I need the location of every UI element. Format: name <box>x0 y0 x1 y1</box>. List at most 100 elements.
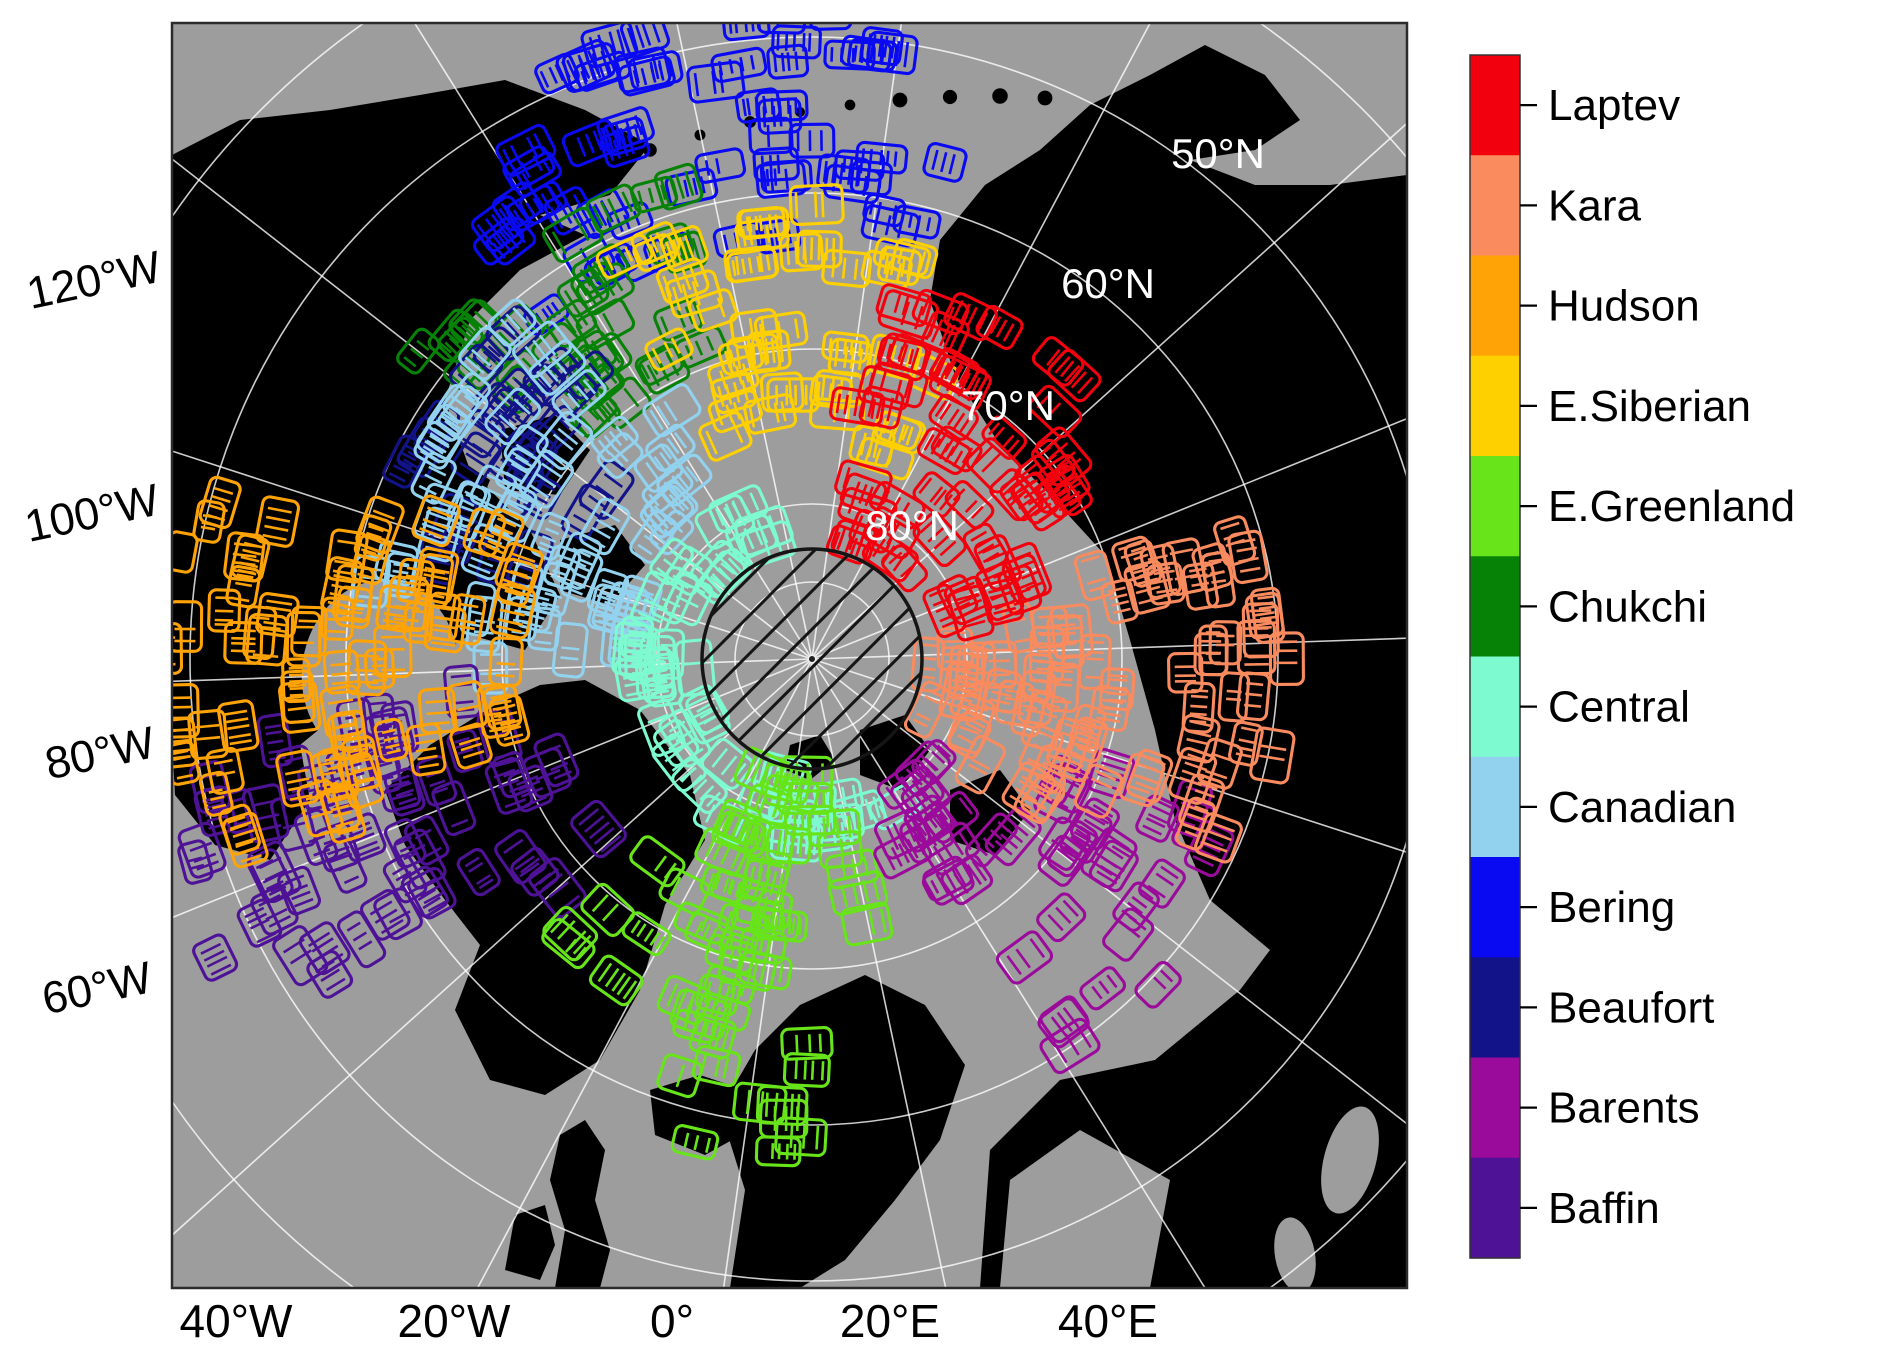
swath-scanline <box>966 864 982 885</box>
swath-scanline <box>237 845 260 855</box>
swath-scanline <box>1097 710 1121 718</box>
swath-scanline <box>918 251 927 271</box>
aleutian-island <box>942 89 958 105</box>
swath-scanline <box>215 596 234 600</box>
aleutian-island <box>1037 90 1053 106</box>
swath-scanline <box>485 544 505 555</box>
swath-scanline <box>879 150 884 166</box>
swath-footprint <box>619 616 655 660</box>
swath-outline <box>491 181 544 232</box>
swath-footprint <box>494 447 542 497</box>
swath-scanline <box>751 887 759 903</box>
swath-scanline <box>653 855 668 872</box>
swath-scanline <box>453 707 475 713</box>
swath-footprint <box>1112 881 1160 932</box>
swath-scanline <box>706 791 722 808</box>
swath-outline <box>854 140 909 175</box>
swath-scanline <box>368 524 384 533</box>
swath-outline <box>774 1116 828 1158</box>
swath-scanline <box>583 815 605 833</box>
swath-outline <box>1088 839 1139 893</box>
swath-footprint <box>921 858 974 902</box>
swath-outline <box>827 870 889 916</box>
swath-scanline <box>818 1033 823 1052</box>
swath-scanline <box>1057 614 1084 620</box>
swath-scanline <box>632 70 640 88</box>
swath-scanline <box>462 437 484 454</box>
swath-footprint <box>710 869 765 910</box>
legend-label-egreenland: E.Greenland <box>1548 482 1795 531</box>
swath-scanline <box>211 803 227 810</box>
swath-scanline <box>389 472 406 483</box>
swath-outline <box>911 288 970 336</box>
swath-footprint <box>644 327 694 372</box>
swath-scanline <box>1005 827 1024 844</box>
swath-scanline <box>945 366 960 392</box>
swath-scanline <box>555 559 572 568</box>
swath-footprint <box>922 142 968 183</box>
swath-footprint <box>476 682 512 739</box>
swath-outline <box>808 23 853 31</box>
swath-footprint <box>1191 542 1234 592</box>
swath-scanline <box>1196 847 1218 860</box>
swath-scanline <box>289 693 305 697</box>
swath-scanline <box>430 641 456 647</box>
swath-scanline <box>1047 484 1064 497</box>
swath-scanline <box>502 148 515 170</box>
swath-scanline <box>961 689 980 697</box>
swath-scanline <box>374 908 398 924</box>
swath-footprint <box>1198 624 1228 677</box>
swaths-bering <box>471 23 968 337</box>
swath-scanline <box>693 1019 700 1034</box>
swath-outline <box>1036 892 1087 943</box>
swath-scanline <box>692 778 708 795</box>
swath-scanline <box>773 168 778 186</box>
swath-scanline <box>459 318 479 337</box>
swath-scanline <box>994 839 1013 856</box>
swath-scanline <box>288 666 304 670</box>
swath-outline <box>738 926 788 965</box>
swath-footprint <box>172 600 204 653</box>
swath-scanline <box>1070 371 1088 389</box>
swath-scanline <box>885 150 890 166</box>
swath-scanline <box>684 344 694 361</box>
swath-footprint <box>854 140 909 175</box>
swath-scanline <box>211 495 231 504</box>
legend-swatch-beaufort <box>1470 957 1520 1059</box>
swath-scanline <box>758 936 765 955</box>
swath-scanline <box>693 1134 700 1151</box>
swath-scanline <box>770 898 778 922</box>
swath-scanline <box>231 629 256 633</box>
swath-scanline <box>568 310 583 330</box>
swath-outline <box>759 159 813 194</box>
swath-scanline <box>1052 699 1072 704</box>
swath-scanline <box>503 225 517 240</box>
swath-outline <box>192 499 226 544</box>
swath-outline <box>962 641 997 686</box>
hatch-line <box>742 589 922 769</box>
swath-scanline <box>1184 761 1208 772</box>
swath-outline <box>172 622 184 676</box>
swath-scanline <box>1002 434 1015 448</box>
swath-scanline <box>765 168 770 187</box>
swath-scanline <box>1113 607 1131 615</box>
swath-scanline <box>537 867 559 885</box>
swath-scanline <box>172 738 190 744</box>
swath-scanline <box>714 1055 722 1077</box>
swath-outline <box>664 545 713 596</box>
swath-outline <box>912 511 967 568</box>
swath-scanline <box>548 880 570 899</box>
swath-scanline <box>395 788 415 797</box>
lon-label-bottom: 20°W <box>398 1295 512 1347</box>
swath-scanline <box>458 736 481 746</box>
swath-scanline <box>566 392 581 408</box>
hatch-line <box>702 549 833 680</box>
swath-scanline <box>333 574 355 581</box>
swath-scanline <box>1106 698 1127 703</box>
swath-scanline <box>426 506 452 518</box>
swath-footprint <box>840 901 894 947</box>
swath-outline <box>407 866 457 920</box>
swath-scanline <box>1120 549 1145 560</box>
lon-label-bottom: 0° <box>650 1295 694 1347</box>
swath-footprint <box>997 564 1043 616</box>
